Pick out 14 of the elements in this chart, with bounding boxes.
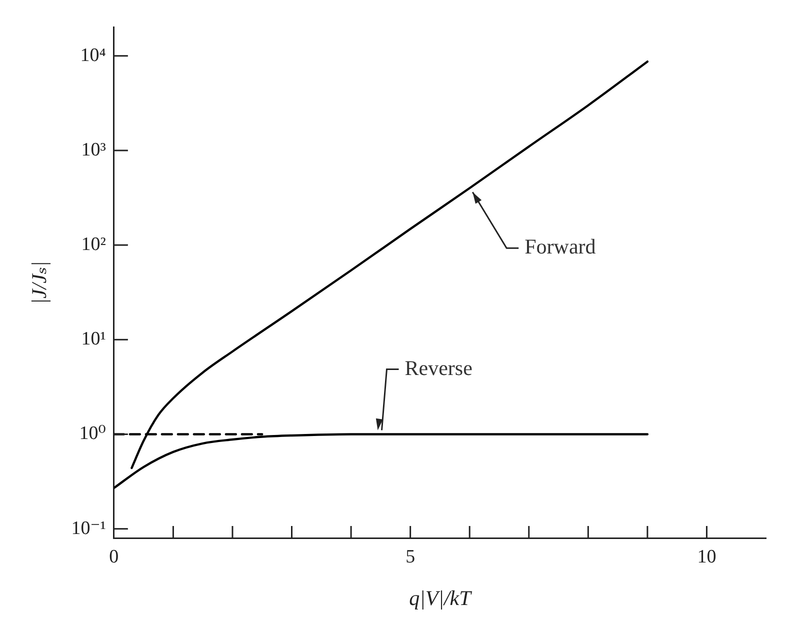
y-axis-title: |J/Jₛ|: [27, 261, 52, 304]
x-tick-label: 10: [697, 546, 716, 568]
line-series: [114, 433, 649, 490]
y-tick-label: 10⁴: [80, 44, 106, 66]
y-tick-label: 10⁰: [79, 423, 106, 444]
x-tick-label: 5: [406, 546, 416, 568]
x-tick-label: 0: [109, 546, 119, 568]
annotation: Reverse: [404, 356, 472, 380]
y-tick-label: 10¹: [81, 328, 106, 350]
x-axis-title: q|V|/kT: [409, 586, 472, 610]
y-tick-label: 10⁻¹: [71, 518, 106, 539]
annotation: Forward: [524, 234, 596, 259]
y-tick-label: 10²: [81, 234, 106, 256]
y-tick-label: 10³: [81, 139, 106, 160]
